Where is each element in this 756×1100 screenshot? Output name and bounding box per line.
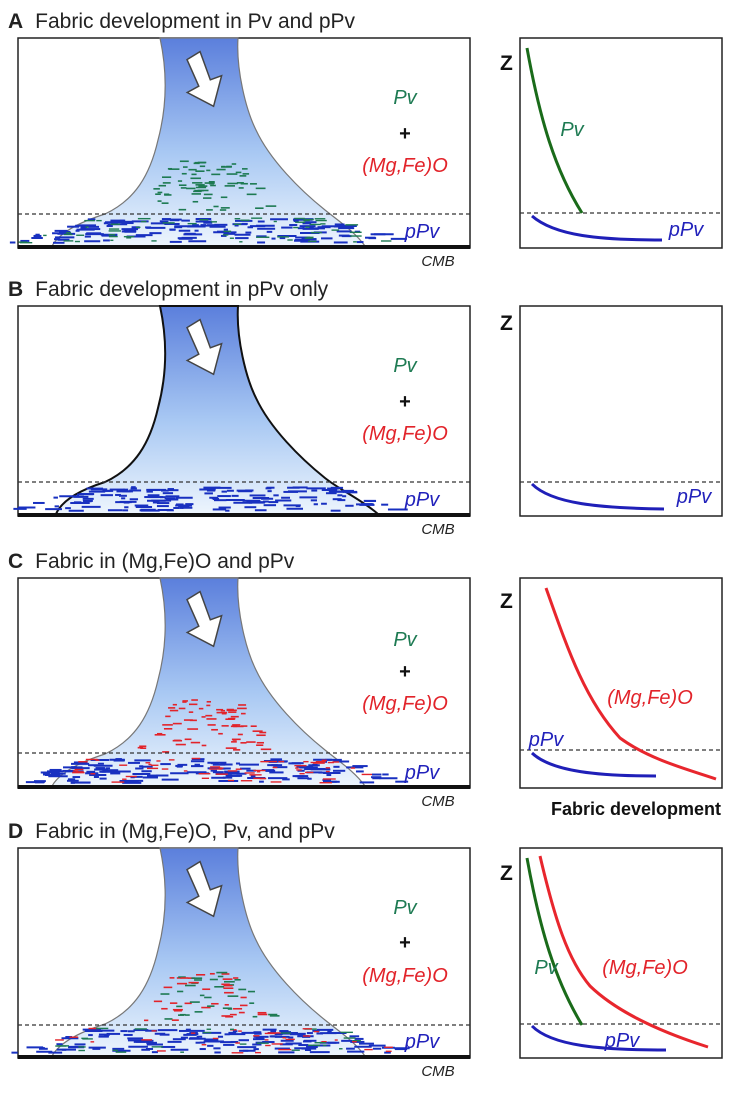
panel-c-cmb-label: CMB <box>421 793 454 810</box>
panel-a: A Fabric development in Pv and pPv Pv + (… <box>8 10 723 270</box>
panel-d-plus-sign: + <box>399 932 411 954</box>
panel-b-graph-frame <box>519 305 723 517</box>
panel-a-z-axis-label: Z <box>500 52 513 75</box>
panel-c-ppv-label: pPv <box>404 762 440 784</box>
panel-c-flow-arrow-icon <box>185 590 223 648</box>
panel-d-pv-label: Pv <box>393 897 417 919</box>
panel-c-fabric-marks <box>25 699 409 784</box>
panel-a-fabric-marks <box>9 160 407 244</box>
panel-d-flow-arrow-icon <box>185 860 223 918</box>
panel-d-mgfeo-curve-label: (Mg,Fe)O <box>602 957 688 979</box>
panel-a-mgfeo-label: (Mg,Fe)O <box>362 155 448 177</box>
panel-d-fabric-marks <box>11 971 410 1054</box>
panel-a-pv-curve <box>525 47 584 214</box>
panel-a-ppv-label: pPv <box>404 221 440 243</box>
panel-c-title: C Fabric in (Mg,Fe)O and pPv <box>8 550 295 573</box>
panel-c-plus-sign: + <box>399 661 411 683</box>
panel-d-title: D Fabric in (Mg,Fe)O, Pv, and pPv <box>8 820 335 843</box>
panel-b: B Fabric development in pPv only Pv + (Mg… <box>8 278 723 538</box>
panel-a-cmb-label: CMB <box>421 253 454 270</box>
panel-b-title: B Fabric development in pPv only <box>8 278 329 301</box>
panel-c: C Fabric in (Mg,Fe)O and pPv Pv + (Mg,Fe)… <box>8 550 723 819</box>
panel-b-fabric-marks <box>13 486 408 512</box>
panel-c-graph-frame <box>519 577 723 789</box>
panel-b-plus-sign: + <box>399 391 411 413</box>
panel-c-mgfeo-curve <box>544 587 717 781</box>
panel-d-pv-curve-label: Pv <box>534 957 558 979</box>
panel-b-pv-label: Pv <box>393 355 417 377</box>
panel-c-pv-label: Pv <box>393 629 417 651</box>
panel-c-z-axis-label: Z <box>500 590 513 613</box>
panel-c-ppv-curve <box>530 751 657 778</box>
panel-a-ppv-curve-label: pPv <box>668 219 704 241</box>
panel-d-ppv-label: pPv <box>404 1031 440 1053</box>
panel-a-pv-label: Pv <box>393 87 417 109</box>
panel-a-pv-curve-label: Pv <box>560 119 584 141</box>
fabric-development-axis-label: Fabric development <box>551 799 721 819</box>
panel-b-ppv-label: pPv <box>404 489 440 511</box>
panel-b-z-axis-label: Z <box>500 312 513 335</box>
panel-d-graph-frame <box>519 847 723 1059</box>
panel-a-flow-arrow-icon <box>185 50 223 108</box>
panel-b-cmb-label: CMB <box>421 521 454 538</box>
panel-d-mgfeo-curve <box>538 855 709 1049</box>
panel-d-ppv-curve-label: pPv <box>604 1030 640 1052</box>
panel-b-ppv-curve <box>530 482 665 511</box>
panel-a-title: A Fabric development in Pv and pPv <box>8 10 356 33</box>
panel-b-ppv-curve-label: pPv <box>676 486 712 508</box>
panel-d-cmb-label: CMB <box>421 1063 454 1080</box>
panel-d-ppv-curve <box>530 1024 667 1052</box>
panel-c-mgfeo-label: (Mg,Fe)O <box>362 693 448 715</box>
panel-c-mgfeo-curve-label: (Mg,Fe)O <box>607 687 693 709</box>
panel-d-mgfeo-label: (Mg,Fe)O <box>362 965 448 987</box>
panel-c-ppv-curve-label: pPv <box>528 729 564 751</box>
panel-d-pv-curve <box>525 857 584 1026</box>
panel-d-z-axis-label: Z <box>500 862 513 885</box>
panel-d: D Fabric in (Mg,Fe)O, Pv, and pPv Pv + (M… <box>8 820 723 1080</box>
panel-a-ppv-curve <box>531 214 663 242</box>
panel-a-plus-sign: + <box>399 123 411 145</box>
panel-b-flow-arrow-icon <box>185 318 223 376</box>
panel-b-mgfeo-label: (Mg,Fe)O <box>362 423 448 445</box>
